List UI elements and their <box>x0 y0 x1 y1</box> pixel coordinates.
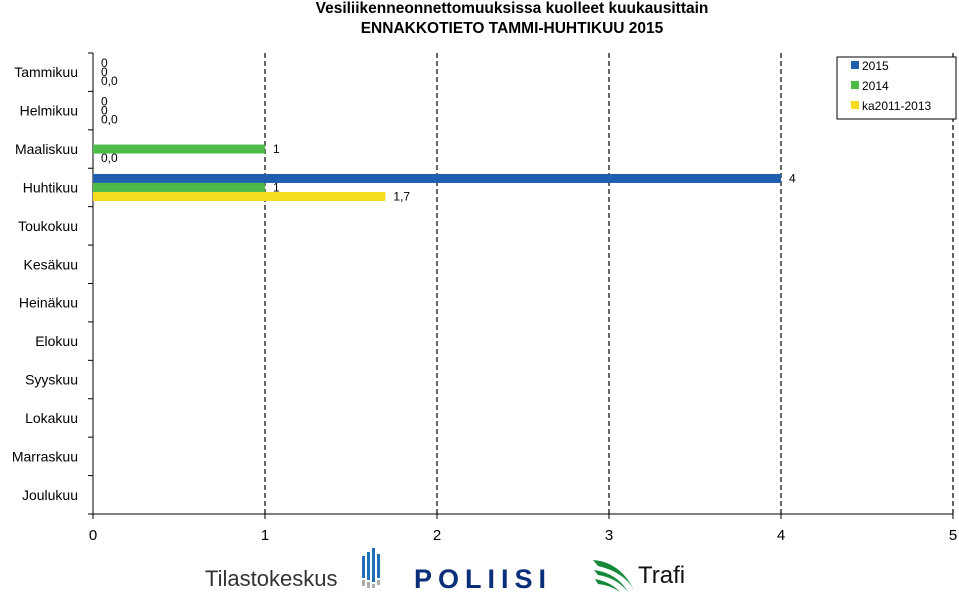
poliisi-logo-text: POLIISI <box>414 564 552 594</box>
category-label: Elokuu <box>35 333 78 349</box>
data-label-2015: 0 <box>101 95 108 109</box>
x-tick-label-1: 1 <box>261 527 269 544</box>
category-label: Toukokuu <box>18 218 78 234</box>
tilastokeskus-bars-icon <box>362 548 380 588</box>
category-label: Heinäkuu <box>19 295 78 311</box>
legend-swatch-2014 <box>851 81 859 89</box>
bar-ka2011-2013 <box>93 191 386 201</box>
poliisi-logo: POLIISI <box>414 564 552 594</box>
category-label: Kesäkuu <box>24 256 78 272</box>
data-label-2014: 1 <box>273 142 280 156</box>
x-tick-label-2: 2 <box>433 527 441 544</box>
x-tick-label-3: 3 <box>605 527 613 544</box>
legend-label-2015: 2015 <box>862 59 889 73</box>
chart-title-line1: Vesiliikenneonnettomuuksissa kuolleet ku… <box>316 0 709 17</box>
data-label-ka2011-2013: 0,0 <box>101 151 118 165</box>
chart-title-line2: ENNAKKOTIETO TAMMI-HUHTIKUU 2015 <box>361 20 664 37</box>
data-label-2014: 0 <box>101 65 108 79</box>
tilastokeskus-logo-text: Tilastokeskus <box>205 566 337 591</box>
category-label: Helmikuu <box>20 103 78 119</box>
legend-label-ka2011-2013: ka2011-2013 <box>862 99 931 113</box>
data-label-2015: 0 <box>101 56 108 70</box>
category-label: Lokakuu <box>25 410 78 426</box>
trafi-logo: Trafi <box>593 560 685 592</box>
bars <box>93 144 781 201</box>
legend-swatch-2015 <box>851 61 859 69</box>
data-label-2014: 0 <box>101 104 108 118</box>
category-labels: Tammikuu Helmikuu Maaliskuu Huhtikuu Toukoku… <box>12 64 78 503</box>
data-label-2014: 1 <box>273 180 280 194</box>
bar-2015 <box>93 173 781 183</box>
data-label-2015: 4 <box>789 171 796 185</box>
category-label: Maaliskuu <box>15 141 78 157</box>
tilastokeskus-logo: Tilastokeskus <box>205 548 380 591</box>
data-label-ka2011-2013: 0,0 <box>101 113 118 127</box>
category-label: Joulukuu <box>22 487 78 503</box>
legend: 2015 2014 ka2011-2013 <box>836 56 957 120</box>
x-tick-label-4: 4 <box>777 527 785 544</box>
data-label-ka2011-2013: 0,0 <box>101 74 118 88</box>
category-label: Huhtikuu <box>23 179 78 195</box>
axes <box>88 52 954 519</box>
trafi-logo-text: Trafi <box>638 562 685 589</box>
trafi-swoosh-icon <box>593 560 634 592</box>
category-label: Marraskuu <box>12 448 78 464</box>
data-label-ka2011-2013: 1,7 <box>393 189 410 203</box>
grid-lines <box>264 53 954 514</box>
category-label: Syyskuu <box>25 372 78 388</box>
category-label: Tammikuu <box>14 64 78 80</box>
bar-2014 <box>93 182 265 192</box>
legend-swatch-ka2011-2013 <box>851 101 859 109</box>
bar-2014 <box>93 144 265 154</box>
legend-label-2014: 2014 <box>862 79 889 93</box>
x-tick-label-0: 0 <box>89 527 97 544</box>
x-tick-labels: 0 1 2 3 4 5 <box>89 527 957 544</box>
x-tick-label-5: 5 <box>949 527 957 544</box>
